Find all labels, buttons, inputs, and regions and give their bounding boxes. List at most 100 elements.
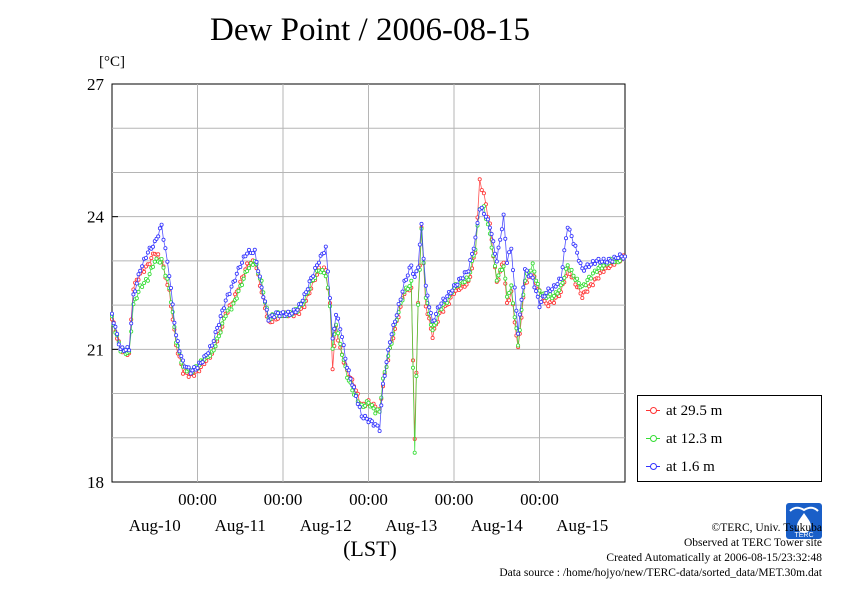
data-point-1 <box>466 277 471 282</box>
data-point-2 <box>369 419 374 424</box>
data-point-0 <box>504 300 509 305</box>
data-point-1 <box>537 288 542 293</box>
data-point-1 <box>562 275 567 280</box>
data-point-2 <box>275 311 280 316</box>
data-point-2 <box>200 360 205 365</box>
data-point-2 <box>252 247 257 252</box>
data-point-2 <box>503 236 508 241</box>
data-point-1 <box>528 268 533 273</box>
data-point-1 <box>409 278 414 283</box>
data-point-2 <box>550 287 555 292</box>
data-point-1 <box>330 346 335 351</box>
created-at-text: Created Automatically at 2006-08-15/23:3… <box>606 552 822 564</box>
data-point-1 <box>552 293 557 298</box>
data-point-2 <box>221 306 226 311</box>
data-point-2 <box>567 227 572 232</box>
data-point-2 <box>159 222 164 227</box>
data-point-2 <box>487 225 492 230</box>
data-point-0 <box>423 304 428 309</box>
data-point-2 <box>323 244 328 249</box>
data-point-1 <box>412 450 417 455</box>
data-point-2 <box>569 234 574 239</box>
data-point-2 <box>195 366 200 371</box>
data-point-2 <box>560 265 565 270</box>
data-point-2 <box>266 318 271 323</box>
legend-swatch-12-3m <box>646 434 660 444</box>
data-point-2 <box>351 385 356 390</box>
data-point-2 <box>386 347 391 352</box>
data-point-2 <box>131 292 136 297</box>
data-point-2 <box>382 373 387 378</box>
data-point-2 <box>445 294 450 299</box>
data-point-1 <box>428 322 433 327</box>
data-point-0 <box>238 279 243 284</box>
data-point-2 <box>186 365 191 370</box>
data-point-2 <box>558 276 563 281</box>
data-point-1 <box>234 296 239 301</box>
data-point-0 <box>590 283 595 288</box>
data-point-1 <box>321 270 326 275</box>
data-point-2 <box>239 260 244 265</box>
data-point-2 <box>245 251 250 256</box>
data-point-2 <box>188 371 193 376</box>
data-point-2 <box>229 284 234 289</box>
x-time-label: 00:00 <box>264 490 303 509</box>
data-point-2 <box>433 311 438 316</box>
data-point-2 <box>338 327 343 332</box>
data-point-2 <box>379 403 384 408</box>
data-point-2 <box>161 237 166 242</box>
data-point-2 <box>174 333 179 338</box>
data-point-1 <box>535 281 540 286</box>
data-point-2 <box>528 273 533 278</box>
data-point-2 <box>346 368 351 373</box>
credits-block: ©TERC, Univ. Tsukuba Observed at TERC To… <box>499 521 822 581</box>
data-point-1 <box>369 403 374 408</box>
data-point-0 <box>585 289 590 294</box>
data-point-2 <box>400 289 405 294</box>
x-time-label: 00:00 <box>520 490 559 509</box>
data-point-2 <box>145 250 150 255</box>
data-point-2 <box>277 314 282 319</box>
data-point-1 <box>496 273 501 278</box>
data-point-2 <box>517 312 522 317</box>
data-point-0 <box>430 335 435 340</box>
legend-label-12-3m: at 12.3 m <box>666 430 723 447</box>
data-point-2 <box>384 360 389 365</box>
data-point-2 <box>259 285 264 290</box>
data-point-1 <box>601 263 606 268</box>
data-point-2 <box>562 248 567 253</box>
legend-swatch-1-6m <box>646 462 660 472</box>
data-point-2 <box>589 262 594 267</box>
data-point-2 <box>170 302 175 307</box>
data-point-2 <box>535 294 540 299</box>
data-point-1 <box>416 302 421 307</box>
x-day-label: Aug-15 <box>556 516 608 535</box>
data-point-0 <box>580 295 585 300</box>
data-point-1 <box>208 353 213 358</box>
data-point-2 <box>473 235 478 240</box>
data-point-2 <box>592 261 597 266</box>
data-point-2 <box>494 259 499 264</box>
data-point-2 <box>134 281 139 286</box>
legend-label-1-6m: at 1.6 m <box>666 458 715 475</box>
data-point-2 <box>578 261 583 266</box>
data-point-1 <box>489 245 494 250</box>
data-point-0 <box>458 286 463 291</box>
data-point-0 <box>270 319 275 324</box>
data-point-1 <box>530 261 535 266</box>
data-point-1 <box>150 264 155 269</box>
data-point-2 <box>140 264 145 269</box>
data-point-2 <box>616 255 621 260</box>
data-point-1 <box>445 300 450 305</box>
data-point-1 <box>241 276 246 281</box>
data-point-2 <box>521 285 526 290</box>
data-point-1 <box>599 266 604 271</box>
data-point-1 <box>594 269 599 274</box>
data-point-2 <box>291 307 296 312</box>
x-time-label: 00:00 <box>435 490 474 509</box>
data-point-2 <box>392 319 397 324</box>
data-point-1 <box>379 395 384 400</box>
data-point-2 <box>327 296 332 301</box>
data-point-1 <box>161 265 166 270</box>
